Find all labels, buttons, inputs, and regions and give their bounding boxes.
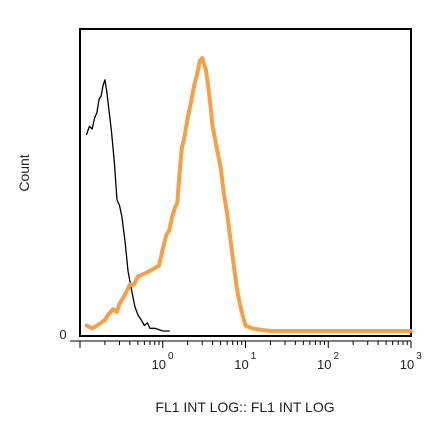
x-tick-label: 10 (400, 357, 414, 372)
x-tick-exponent: 1 (251, 351, 257, 362)
x-axis-ticks (79, 341, 412, 348)
x-tick-exponent: 3 (416, 351, 422, 362)
y-axis-tick-labels: 0 (59, 327, 80, 342)
x-tick-exponent: 2 (333, 351, 339, 362)
x-axis-label: FL1 INT LOG:: FL1 INT LOG (155, 399, 334, 415)
x-tick-label: 10 (234, 357, 248, 372)
x-tick-label: 10 (152, 357, 166, 372)
x-tick-exponent: 0 (168, 351, 174, 362)
x-tick-label: 10 (317, 357, 331, 372)
plot-frame (79, 28, 412, 337)
y-tick-label: 0 (59, 327, 66, 342)
control-histogram-line (85, 79, 170, 332)
stained-histogram-line (84, 56, 413, 333)
y-axis-label: Count (16, 154, 32, 191)
series-layer (84, 56, 413, 333)
